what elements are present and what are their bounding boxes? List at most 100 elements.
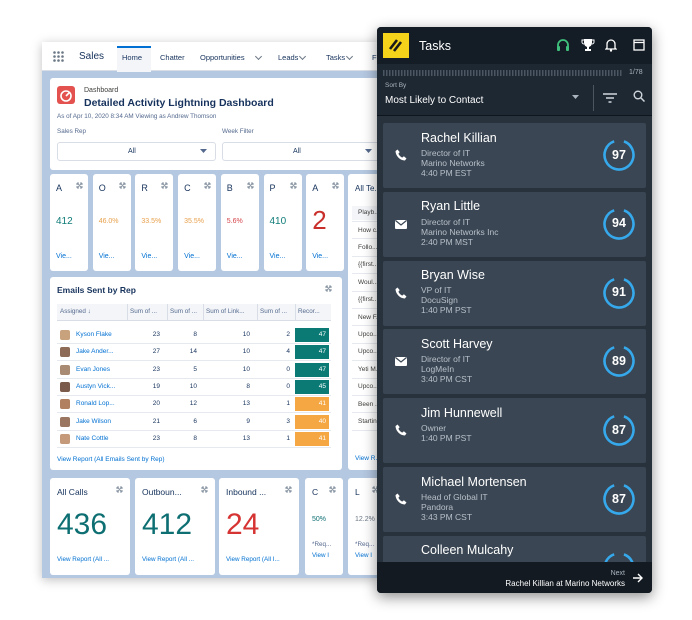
table-header: Sum of ... <box>170 308 197 316</box>
side-list-link[interactable]: View R... <box>355 455 378 463</box>
contact-card[interactable]: Ryan Little Director of IT Marino Networks… <box>383 191 646 257</box>
filter-dropdown[interactable]: All <box>57 142 216 161</box>
table-cell: 8 <box>246 383 250 390</box>
tile-link[interactable]: View Report (All ... <box>57 556 110 564</box>
table-cell: 10 <box>242 331 250 339</box>
avatar <box>60 399 70 410</box>
contact-card[interactable]: Scott Harvey Director of IT LogMeIn 3:40 PM… <box>383 329 646 395</box>
tile-link[interactable]: View I <box>312 552 330 560</box>
tile-link[interactable]: Vie... <box>56 252 72 260</box>
avatar <box>60 364 70 375</box>
table-cell: 3 <box>286 417 290 425</box>
contact-card[interactable]: Colleen Mulcahy Owner 74 <box>383 535 646 562</box>
tile-value: 412 <box>142 508 193 541</box>
phone-icon <box>395 424 407 436</box>
tile-title: C <box>312 486 319 497</box>
bottom-tile: C 50% *Req... View I <box>305 478 343 575</box>
table-link[interactable]: View Report (All Emails Sent by Rep) <box>57 456 165 464</box>
next-bar[interactable]: Next Rachel Killian at Marino Networks <box>377 562 652 593</box>
record-value: 41 <box>318 400 326 408</box>
filter-label: Week Filter <box>222 128 254 136</box>
tile-link[interactable]: Vie... <box>98 252 115 260</box>
expand-icon <box>116 486 123 493</box>
metric-tile: R 33.5% Vie... <box>135 174 174 271</box>
email-icon <box>395 357 407 367</box>
chevron <box>254 52 263 61</box>
rep-name[interactable]: Jake Ander... <box>76 348 114 356</box>
nav-tab[interactable]: F <box>372 52 377 62</box>
contact-time: 3:40 PM CST <box>421 374 473 385</box>
rep-name[interactable]: Nate Cottle <box>76 434 109 442</box>
expand-icon <box>329 486 336 493</box>
table-cell: 14 <box>189 348 197 356</box>
nav-tab[interactable]: Opportunities <box>200 52 245 62</box>
rep-name[interactable]: Evan Jones <box>76 365 110 373</box>
row-divider <box>57 412 331 414</box>
expand-icon <box>161 182 168 189</box>
contact-title: Director of IT <box>421 216 471 227</box>
expand-icon <box>119 182 126 189</box>
nav-bar: Sales Home Chatter Opportunities Leads Tasks F <box>42 42 378 72</box>
next-arrow <box>633 573 643 583</box>
tile-link[interactable]: Vie... <box>269 252 286 260</box>
tile-link[interactable]: Vie... <box>226 252 243 260</box>
header-label: Dashboard <box>84 86 119 94</box>
filter-dropdown[interactable]: All <box>222 142 378 161</box>
tile-link[interactable]: Vie... <box>141 252 158 260</box>
contact-list: Rachel Killian Director of IT Marino Netwo… <box>377 116 652 562</box>
rep-name[interactable]: Jake Wilson <box>76 417 112 425</box>
contact-title: Director of IT <box>421 147 471 158</box>
divider <box>352 377 378 379</box>
contact-time: 2:40 PM MST <box>421 236 473 247</box>
nav-tab[interactable]: Chatter <box>160 52 185 62</box>
table-cell: 4 <box>286 348 290 356</box>
tile-title: All Calls <box>57 486 88 497</box>
avatar <box>60 416 70 427</box>
tile-link[interactable]: View Report (All ... <box>142 556 195 564</box>
contact-name: Michael Mortensen <box>421 474 527 489</box>
side-list-item: {{first... <box>358 296 378 304</box>
contact-card[interactable]: Michael Mortensen Head of Global IT Pandor… <box>383 467 646 532</box>
tile-title: A <box>56 182 63 193</box>
contact-title: Owner <box>421 561 446 562</box>
metric-tile: A 2 Vie... <box>306 174 345 271</box>
side-list-item: Been ... <box>358 400 378 408</box>
tile-link[interactable]: Vie... <box>312 252 329 260</box>
sort-value[interactable]: Most Likely to Contact <box>385 95 484 106</box>
tile-value: 410 <box>269 216 287 227</box>
table-cell: 21 <box>152 417 160 425</box>
record-cell: 47 <box>295 362 329 377</box>
nav-tab[interactable]: Leads <box>278 52 299 62</box>
nav-tab[interactable]: Home <box>122 52 143 62</box>
tile-link[interactable]: View Report (All I... <box>226 556 280 564</box>
expand-icon <box>332 182 339 189</box>
contact-card[interactable]: Jim Hunnewell Owner 1:40 PM PST 87 <box>383 398 646 464</box>
tasks-title: Tasks <box>419 38 451 53</box>
rep-name[interactable]: Austyn Vick... <box>76 383 116 390</box>
contact-card[interactable]: Bryan Wise VP of IT DocuSign 1:40 PM PST 91 <box>383 260 646 326</box>
sort-arrow <box>572 95 579 99</box>
metric-tile: B 5.6% Vie... <box>220 174 259 271</box>
contact-score: 97 <box>612 147 626 162</box>
dropdown-arrow <box>200 149 207 153</box>
chevron <box>298 52 307 61</box>
score-ring <box>603 276 635 309</box>
tile-link[interactable]: Vie... <box>184 252 200 260</box>
tile-title: R <box>141 182 148 193</box>
table-cell: 23 <box>152 365 160 373</box>
contact-company: LogMeIn <box>421 364 455 375</box>
record-value: 47 <box>318 348 326 356</box>
divider <box>593 85 594 111</box>
nav-tab[interactable]: Tasks <box>326 52 346 62</box>
contact-score: 91 <box>612 285 626 300</box>
tile-link[interactable]: View I <box>355 552 373 560</box>
contact-card[interactable]: Rachel Killian Director of IT Marino Netwo… <box>383 123 646 188</box>
tile-note: *Req... <box>312 541 332 549</box>
rep-name[interactable]: Kyson Flake <box>76 331 112 339</box>
table-cell: 5 <box>193 365 197 373</box>
rep-name[interactable]: Ronald Lop... <box>76 400 115 408</box>
record-value: 41 <box>318 434 326 442</box>
contact-score: 89 <box>612 353 626 368</box>
dropdown-arrow <box>365 149 372 153</box>
contact-name: Rachel Killian <box>421 130 497 145</box>
